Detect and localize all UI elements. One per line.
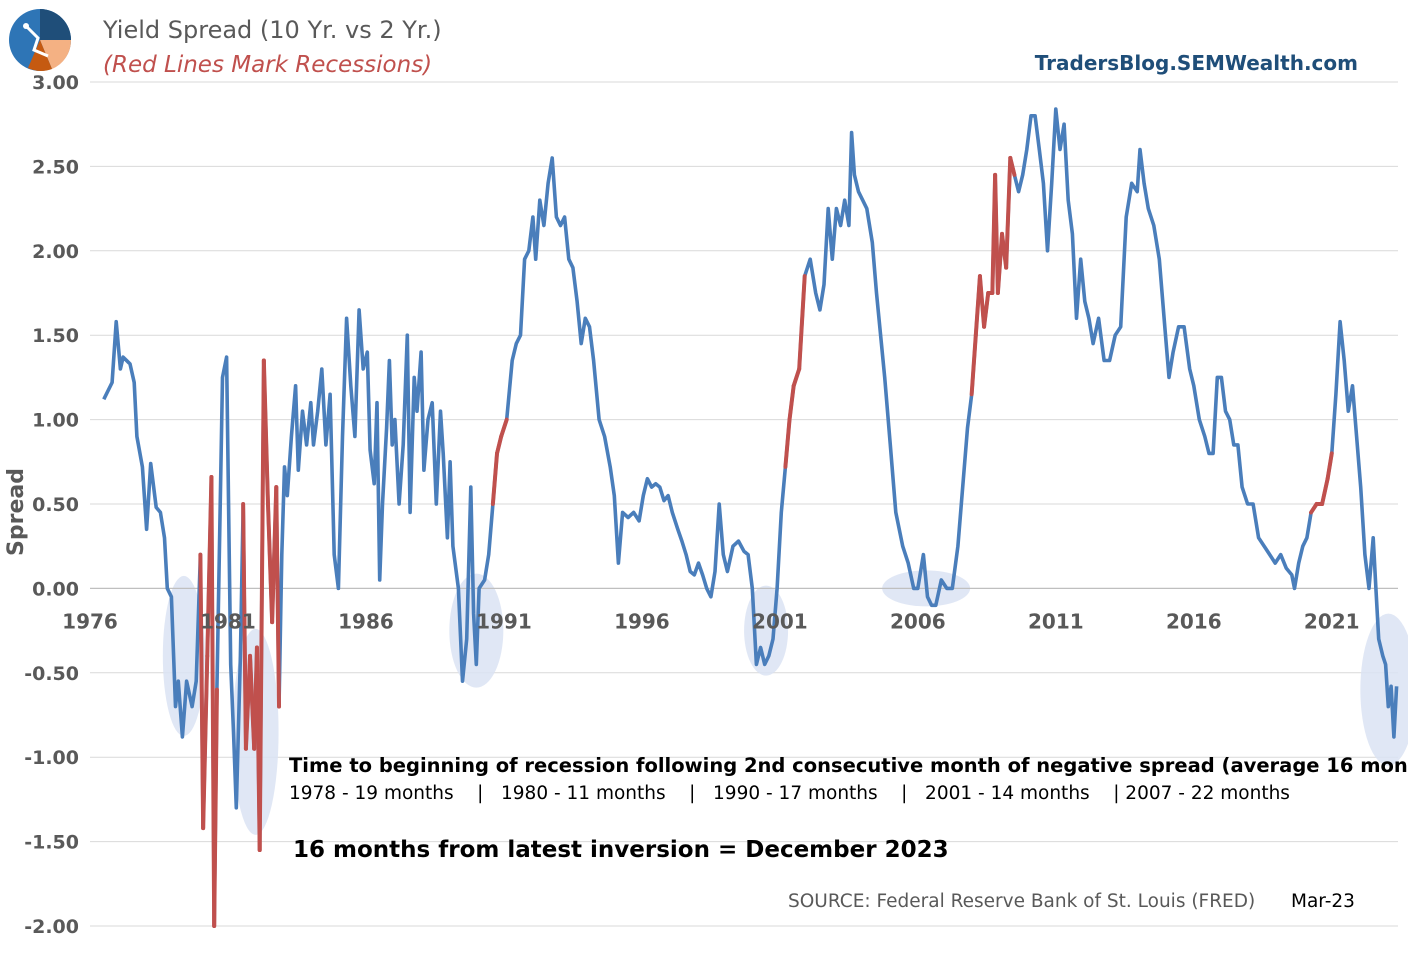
- x-tick-label: 1981: [200, 609, 256, 633]
- y-tick-label: -0.50: [24, 663, 79, 685]
- recession-segment: [787, 383, 796, 422]
- recession-segment: [274, 485, 282, 709]
- spread-line: [102, 107, 1399, 928]
- gridlines: [90, 81, 1398, 927]
- y-tick-label: 3.00: [32, 72, 79, 94]
- y-tick-label: 0.50: [32, 494, 79, 516]
- x-tick-label: 1976: [62, 609, 118, 633]
- chart-subtitle: (Red Lines Mark Recessions): [103, 52, 433, 78]
- y-tick-labels: 3.00 2.50 2.00 1.50 1.00 0.50 0.00 -0.50 -1.00 -1…: [24, 72, 79, 938]
- recession-segment: [1004, 155, 1013, 270]
- x-tick-label: 2021: [1304, 609, 1360, 633]
- recession-segment: [201, 653, 210, 831]
- brand-link[interactable]: TradersBlog.SEMWealth.com: [1034, 51, 1358, 75]
- y-axis-label: Spread: [4, 468, 29, 556]
- inversion-highlight: [1360, 613, 1408, 766]
- x-tick-label: 2016: [1166, 609, 1222, 633]
- recession-segment: [241, 502, 248, 751]
- y-tick-label: 2.50: [32, 156, 79, 178]
- recession-segment: [212, 687, 219, 928]
- recession-segment: [490, 451, 500, 506]
- y-tick-label: -1.50: [24, 832, 79, 854]
- y-tick-label: 2.00: [32, 241, 79, 263]
- x-tick-label: 2001: [752, 609, 808, 633]
- x-tick-label: 1986: [338, 609, 394, 633]
- source-note: SOURCE: Federal Reserve Bank of St. Loui…: [788, 891, 1256, 912]
- recession-segment: [791, 366, 802, 388]
- annotation-list: 1978 - 19 months | 1980 - 11 months | 19…: [289, 783, 1290, 804]
- y-tick-label: 1.50: [32, 325, 79, 347]
- y-tick-label: -1.00: [24, 747, 79, 769]
- x-tick-label: 1996: [614, 609, 670, 633]
- chart-title: Yield Spread (10 Yr. vs 2 Yr.): [103, 16, 442, 44]
- recession-segment: [783, 417, 792, 469]
- annotation-headline: 16 months from latest inversion = Decemb…: [293, 837, 949, 863]
- recession-segment: [1320, 476, 1330, 506]
- recession-segment: [982, 291, 991, 329]
- brand-logo-icon: [9, 9, 72, 71]
- x-tick-label: 1991: [476, 609, 532, 633]
- recession-segment: [499, 417, 509, 439]
- y-tick-label: 0.00: [32, 578, 79, 600]
- recession-segment: [257, 358, 266, 853]
- recession-segment: [797, 274, 807, 371]
- recession-segment: [495, 434, 504, 456]
- x-tick-label: 2006: [890, 609, 946, 633]
- y-tick-label: -2.00: [24, 916, 79, 938]
- y-tick-label: 1.00: [32, 410, 79, 432]
- x-tick-label: 2011: [1028, 609, 1084, 633]
- recession-segment: [969, 333, 978, 397]
- annotation-heading: Time to beginning of recession following…: [289, 754, 1408, 777]
- date-stamp: Mar-23: [1291, 891, 1355, 912]
- spread-series: [102, 107, 1399, 928]
- recession-segment: [261, 358, 270, 506]
- x-tick-labels: 1976 1981 1986 1991 1996 2001 2006 2011 2016 2021: [62, 609, 1359, 633]
- recession-segment: [1325, 451, 1334, 481]
- recession-segment: [1008, 155, 1017, 177]
